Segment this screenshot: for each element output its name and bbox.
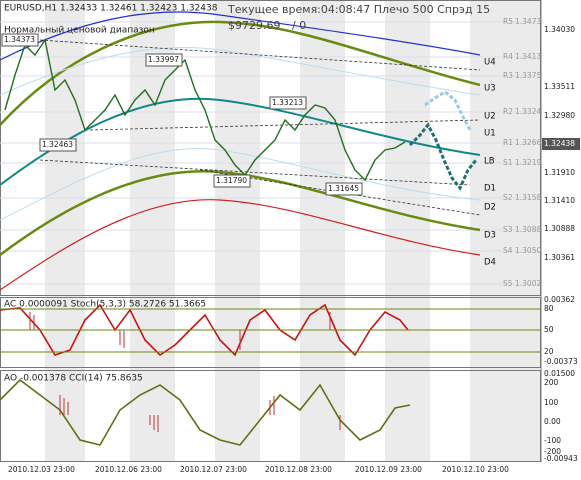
price-axis-label: 1.34030 — [544, 25, 575, 34]
price-trace — [4, 38, 406, 182]
indicator2-axis-label: 100 — [544, 398, 559, 407]
indicator-curves — [0, 11, 481, 291]
pivot-price: 1.3088 — [515, 225, 541, 234]
price-callout: 1.31645 — [328, 184, 359, 193]
price-callout: 1.32463 — [42, 140, 73, 149]
channel-level: LB — [484, 157, 495, 167]
balance: $9729.69 — [228, 19, 281, 32]
indicator1-axis-label: 20 — [544, 347, 554, 356]
labels: 1.34030 1.33511 1.32980 1.32438 1.31910 1.314… — [1, 17, 580, 474]
callout-box — [145, 53, 183, 67]
pivot-price: 1.3002 — [515, 279, 541, 288]
pivot-name: R3 — [503, 71, 513, 80]
pivot-name: S2 — [503, 193, 513, 202]
indicator1-axis-label: 50 — [544, 325, 554, 334]
pivot-price: 1.3158 — [515, 193, 541, 202]
forecast-trace-2 — [424, 90, 472, 131]
channel-level: D4 — [484, 258, 496, 268]
pane-frames — [0, 0, 542, 462]
channel-level: U4 — [484, 58, 496, 68]
pivot-name: S4 — [503, 246, 513, 255]
callout-box — [213, 174, 251, 188]
indicator1-axis-label: -0.00373 — [544, 357, 578, 366]
time-axis-label: 2010.12.03 23:00 — [8, 465, 75, 474]
stoch-levels — [0, 308, 540, 353]
price-axis-label: 1.30888 — [544, 224, 575, 233]
pivot-name: S3 — [503, 225, 513, 234]
time-axis-label: 2010.12.06 23:00 — [95, 465, 162, 474]
callout-box — [1, 33, 39, 47]
channel-level: D3 — [484, 231, 496, 241]
pivot-name: R5 — [503, 17, 513, 26]
price-axis-label: 1.30361 — [544, 253, 575, 262]
price-axis-label: 1.31910 — [544, 168, 575, 177]
server-time: Текущее время:04:08:47 Плечо 500 Спрэд 1… — [227, 3, 490, 16]
channel-level: U3 — [484, 84, 496, 94]
callout-box — [39, 138, 77, 152]
session-bands — [45, 0, 540, 462]
indicator2-axis-label: -200 — [544, 447, 561, 456]
indicator2-axis-label: 0.00 — [544, 417, 561, 426]
price-callout: 1.33213 — [272, 98, 303, 107]
pivot-name: R4 — [503, 52, 513, 61]
pivot-price: 1.3375 — [515, 71, 541, 80]
indicator2-label: AO -0.001378 CCI(14) 75.8635 — [4, 374, 143, 384]
pivot-price: 1.3266 — [515, 138, 541, 147]
time-axis-label: 2010.12.10 23:00 — [442, 465, 509, 474]
time-axis-label: 2010.12.09 23:00 — [355, 465, 422, 474]
pivot-price: 1.3413 — [515, 52, 541, 61]
ratio: / 0 — [292, 19, 306, 32]
current-price-box — [542, 138, 580, 150]
channel-level: D2 — [484, 203, 496, 213]
ao-histogram — [59, 395, 341, 432]
price-axis-label: 1.32438 — [544, 139, 575, 148]
time-axis-label: 2010.12.08 23:00 — [265, 465, 332, 474]
price-axis-label: 1.33511 — [544, 82, 575, 91]
pivot-name: S5 — [503, 279, 513, 288]
indicator1-axis-label: 0.00362 — [544, 295, 575, 304]
price-callout: 1.34373 — [4, 35, 35, 44]
symbol: EURUSD,H1 — [4, 4, 57, 14]
price-callout: 1.33997 — [148, 55, 179, 64]
indicator2-axis-label: -100 — [544, 436, 561, 445]
callout-box — [269, 96, 307, 110]
pivot-price: 1.3050 — [515, 246, 541, 255]
pivot-name: R2 — [503, 107, 513, 116]
channel-level: U1 — [484, 129, 496, 139]
channel-level: U2 — [484, 112, 496, 122]
cci — [0, 378, 411, 446]
price-axis-label: 1.31410 — [544, 196, 575, 205]
ohlc: 1.32433 1.32461 1.32423 1.32438 — [60, 4, 218, 14]
indicator1-axis-label: 80 — [544, 304, 554, 313]
callout-box — [325, 182, 363, 196]
pivot-price: 1.3324 — [515, 107, 541, 116]
pivot-name: S1 — [503, 158, 513, 167]
channel-name: Нормальный ценовой диапазон — [4, 26, 155, 36]
forecast-trace — [408, 122, 478, 191]
stoch-main — [0, 303, 409, 357]
pivot-name: R1 — [503, 138, 513, 147]
price-callout: 1.31790 — [216, 176, 247, 185]
price-axis-label: 1.32980 — [544, 111, 575, 120]
indicator2-axis-label: 0.01500 — [544, 369, 575, 378]
indicator2-axis-label: -0.00943 — [544, 454, 578, 463]
pivot-price: 1.3219 — [515, 158, 541, 167]
ac-histogram — [29, 312, 331, 350]
channel-level: D1 — [484, 184, 496, 194]
time-axis-label: 2010.12.07 23:00 — [180, 465, 247, 474]
indicator1-label: AC 0.0000091 Stoch(5,3,3) 58.2726 51.366… — [4, 300, 206, 310]
indicator2-axis-label: 200 — [544, 378, 559, 387]
pivot-price: 1.3473 — [515, 17, 541, 26]
